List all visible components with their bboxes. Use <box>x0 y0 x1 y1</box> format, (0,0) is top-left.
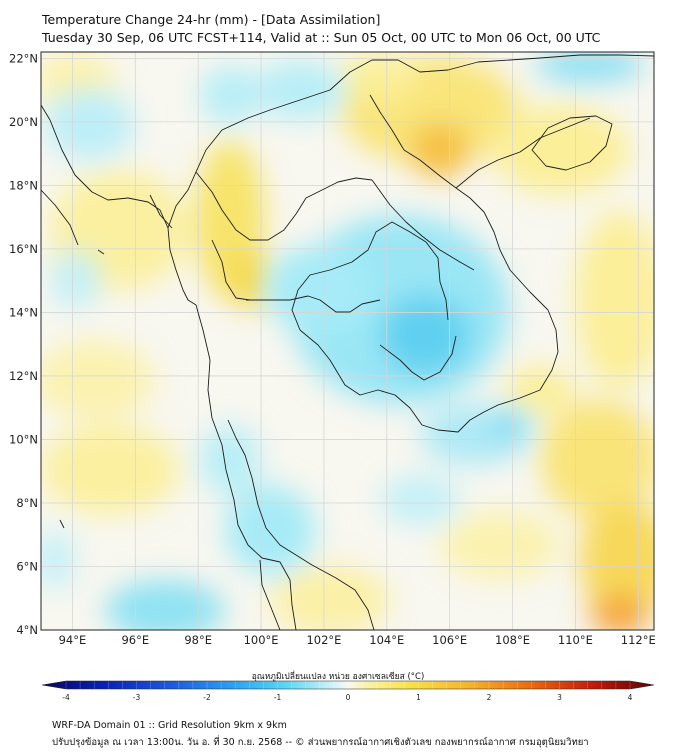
temperature-field <box>41 52 654 630</box>
colorbar-ticks: -4 -3 -2 -1 0 1 2 3 4 <box>62 693 632 702</box>
lat-tick-label: 12°N <box>9 369 38 383</box>
colorbar: -4 -3 -2 -1 0 1 2 3 4 <box>41 680 655 702</box>
lon-tick-label: 106°E <box>432 633 467 647</box>
lon-tick-label: 94°E <box>59 633 87 647</box>
lat-tick-label: 10°N <box>9 432 38 446</box>
colorbar-scale <box>41 680 655 690</box>
footer-credit: ปรับปรุงข้อมูล ณ เวลา 13:00น. วัน อ. ที่… <box>52 737 589 748</box>
lon-tick-label: 102°E <box>306 633 341 647</box>
lon-tick-label: 100°E <box>244 633 279 647</box>
colorbar-tick-label: -4 <box>62 693 70 702</box>
lon-tick-label: 110°E <box>558 633 593 647</box>
longitude-labels: 94°E 96°E 98°E 100°E 102°E 104°E 106°E 108°E 110… <box>59 633 656 647</box>
colorbar-tick-label: 0 <box>346 693 351 702</box>
lon-tick-label: 104°E <box>369 633 404 647</box>
latitude-labels: 4°N 6°N 8°N 10°N 12°N 14°N 16°N 18°N 20°N 22°N <box>9 51 38 637</box>
lon-tick-label: 112°E <box>621 633 656 647</box>
lat-tick-label: 18°N <box>9 178 38 192</box>
lat-tick-label: 14°N <box>9 305 38 319</box>
lat-tick-label: 4°N <box>16 623 38 637</box>
lat-tick-label: 8°N <box>16 496 38 510</box>
colorbar-tick-label: 3 <box>557 693 562 702</box>
lon-tick-label: 108°E <box>495 633 530 647</box>
lat-tick-label: 20°N <box>9 115 38 129</box>
lon-tick-label: 96°E <box>121 633 149 647</box>
colorbar-tick-label: 4 <box>628 693 633 702</box>
colorbar-tick-label: 2 <box>487 693 492 702</box>
map-title: Temperature Change 24-hr (mm) - [Data As… <box>42 12 381 27</box>
map-frame <box>40 51 655 631</box>
colorbar-tick-label: 1 <box>416 693 421 702</box>
map-subtitle: Tuesday 30 Sep, 06 UTC FCST+114, Valid a… <box>42 30 601 45</box>
colorbar-tick-label: -1 <box>274 693 282 702</box>
footer-model-info: WRF-DA Domain 01 :: Grid Resolution 9km … <box>52 720 287 731</box>
colorbar-tick-label: -3 <box>133 693 141 702</box>
colorbar-tick-label: -2 <box>203 693 211 702</box>
lon-tick-label: 98°E <box>184 633 212 647</box>
lat-tick-label: 22°N <box>9 51 38 65</box>
colorbar-label: อุณหภูมิเปลี่ยนแปลง หน่วย องศาเซลเซียส (… <box>251 672 425 682</box>
lat-tick-label: 6°N <box>16 559 38 573</box>
lat-tick-label: 16°N <box>9 242 38 256</box>
